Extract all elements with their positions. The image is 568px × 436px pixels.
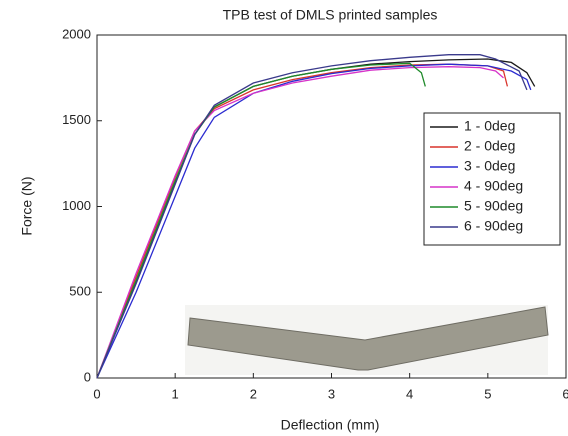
y-tick-label: 2000 — [62, 26, 91, 41]
y-tick-label: 0 — [84, 369, 91, 384]
x-tick-label: 5 — [484, 386, 491, 401]
y-tick-label: 1000 — [62, 198, 91, 213]
photo-sample — [187, 306, 549, 371]
data-line — [96, 54, 528, 379]
inset-photo — [185, 305, 549, 375]
legend-label: 2 - 0deg — [464, 138, 515, 154]
y-axis-label: Force (N) — [19, 176, 35, 235]
chart-title: TPB test of DMLS printed samples — [223, 7, 438, 23]
x-tick-label: 1 — [172, 386, 179, 401]
x-axis-label: Deflection (mm) — [281, 417, 380, 433]
legend-box — [423, 112, 561, 246]
data-line — [96, 63, 532, 379]
legend: 1 - 0deg 2 - 0deg 3 - 0deg 4 - 90deg 5 - 90d… — [423, 112, 561, 246]
data-line — [96, 62, 426, 379]
data-line — [96, 66, 504, 379]
legend-label: 3 - 0deg — [464, 158, 515, 174]
legend-label: 5 - 90deg — [464, 198, 523, 214]
y-tick-label: 500 — [69, 284, 91, 299]
y-tick-label: 1500 — [62, 112, 91, 127]
legend-label: 1 - 0deg — [464, 118, 515, 134]
legend-label: 4 - 90deg — [464, 178, 523, 194]
x-tick-label: 3 — [328, 386, 335, 401]
x-tick-label: 4 — [406, 386, 413, 401]
x-tick-label: 2 — [250, 386, 257, 401]
legend-label: 6 - 90deg — [464, 218, 523, 234]
x-tick-label: 0 — [93, 386, 100, 401]
x-tick-label: 6 — [562, 386, 568, 401]
